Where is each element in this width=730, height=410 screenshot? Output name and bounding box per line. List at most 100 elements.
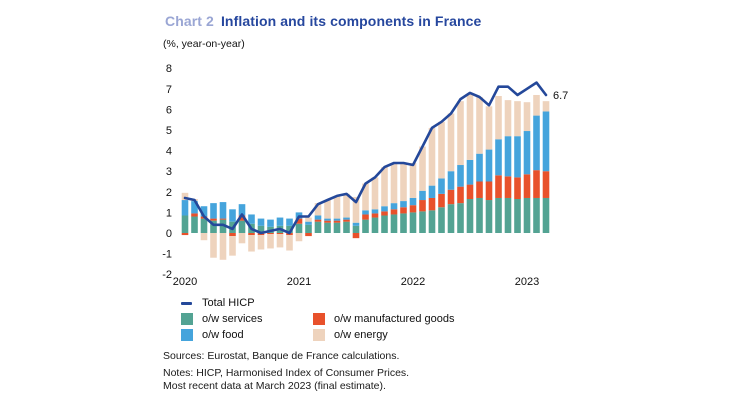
y-tick-label: -2: [162, 269, 172, 281]
legend-label: o/w manufactured goods: [334, 313, 455, 325]
y-tick-label: 6: [166, 104, 172, 116]
x-tick-label: 2020: [173, 276, 197, 288]
bar-segment: [343, 221, 350, 233]
bar-segment: [267, 219, 274, 227]
bar-segment: [466, 199, 474, 233]
bar-segment: [419, 211, 426, 233]
bar-segment: [362, 219, 369, 233]
bar-segment: [210, 203, 217, 219]
bar-segment: [371, 177, 379, 210]
bar-segment: [542, 171, 550, 198]
manufactured-goods-swatch: [313, 313, 325, 325]
y-tick-label: 7: [166, 84, 172, 96]
bar-segment: [438, 193, 445, 208]
bar-segment: [314, 221, 322, 233]
latest-value-annotation: 6.7: [553, 90, 568, 102]
bar-segment: [191, 201, 198, 214]
bar-segment: [533, 115, 540, 171]
bar-segment: [476, 153, 483, 182]
legend-label: o/w energy: [334, 329, 388, 341]
bar-segment: [238, 233, 246, 244]
x-tick-label: 2022: [401, 276, 425, 288]
bar-segment: [362, 210, 369, 215]
bar-segment: [504, 136, 512, 177]
bar-segment: [514, 199, 521, 233]
bar-segment: [381, 167, 388, 207]
bar-segment: [504, 176, 512, 198]
bar-segment: [428, 197, 436, 211]
bar-segment: [210, 218, 217, 221]
bar-segment: [248, 235, 255, 252]
bar-segment: [476, 181, 483, 198]
bar-segment: [409, 205, 417, 213]
bar-segment: [476, 97, 483, 154]
chart-number-label: Chart 2: [165, 13, 214, 29]
bar-segment: [352, 225, 360, 233]
bar-segment: [495, 175, 502, 198]
bar-segment: [286, 225, 293, 233]
bar-segment: [248, 214, 255, 224]
bar-segment: [428, 127, 436, 186]
bar-segment: [400, 207, 407, 214]
bar-segment: [381, 211, 388, 216]
bar-segment: [523, 102, 531, 132]
bar-segment: [200, 233, 208, 241]
total-hicp-line-swatch: [181, 302, 192, 305]
bar-segment: [533, 94, 540, 116]
bar-segment: [219, 219, 227, 233]
bar-segment: [400, 213, 407, 233]
food-swatch: [181, 329, 193, 341]
bar-segment: [219, 218, 227, 220]
bar-segment: [390, 214, 398, 233]
bar-segment: [495, 96, 502, 140]
notes-line-2: Most recent data at March 2023 (final es…: [163, 380, 386, 392]
notes-line-1: Notes: HICP, Harmonised Index of Consume…: [163, 367, 410, 379]
bar-segment: [438, 178, 445, 194]
bar-segment: [181, 233, 189, 236]
bar-segment: [267, 234, 274, 249]
legend-label: o/w food: [202, 329, 244, 341]
y-tick-label: 5: [166, 125, 172, 137]
bar-segment: [485, 106, 493, 150]
bar-segment: [390, 162, 398, 204]
bar-segment: [333, 218, 341, 221]
energy-swatch: [313, 329, 325, 341]
bar-segment: [409, 162, 417, 198]
y-tick-label: 0: [166, 228, 172, 240]
bar-segment: [457, 186, 464, 204]
bar-segment: [286, 218, 293, 226]
bar-segment: [390, 203, 398, 210]
bar-segment: [485, 181, 493, 201]
bar-segment: [238, 215, 246, 221]
bar-segment: [286, 235, 293, 251]
bar-segment: [390, 209, 398, 215]
bar-segment: [219, 202, 227, 219]
bar-segment: [542, 197, 550, 233]
bar-segment: [229, 209, 236, 222]
legend-label: Total HICP: [202, 297, 255, 309]
bar-segment: [542, 111, 550, 172]
y-tick-label: 3: [166, 166, 172, 178]
y-tick-label: 8: [166, 63, 172, 75]
bar-segment: [457, 101, 464, 166]
bar-segment: [485, 200, 493, 233]
bar-segment: [248, 233, 255, 236]
x-tick-label: 2021: [287, 276, 311, 288]
bar-segment: [466, 93, 474, 160]
bar-segment: [210, 220, 217, 233]
bar-segment: [400, 201, 407, 208]
bar-segment: [466, 159, 474, 185]
bar-segment: [533, 197, 540, 233]
bar-segment: [447, 113, 455, 172]
bar-segment: [295, 233, 303, 242]
bar-segment: [409, 212, 417, 233]
bar-segment: [276, 233, 284, 235]
bar-segment: [409, 197, 417, 206]
bar-segment: [257, 218, 265, 226]
bar-segment: [514, 177, 521, 200]
bar-segment: [419, 190, 426, 201]
y-tick-label: 2: [166, 187, 172, 199]
bar-segment: [343, 193, 350, 218]
bar-segment: [504, 197, 512, 233]
bar-segment: [314, 203, 322, 216]
